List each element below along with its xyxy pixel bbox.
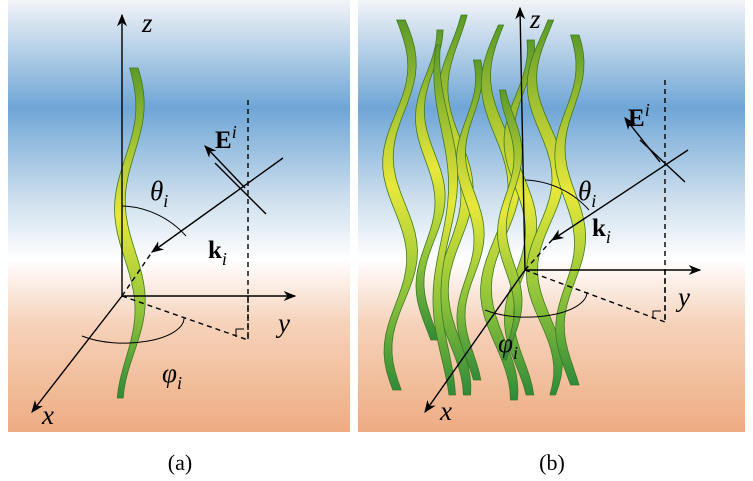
- figure: zyxEikiθiφi(a)zyxEikiθiφi(b): [0, 0, 753, 481]
- y-label-base: y: [675, 282, 690, 312]
- phi-label-base: φ: [162, 358, 177, 388]
- y-label: y: [275, 308, 290, 338]
- theta-label-sub: i: [163, 191, 168, 211]
- x-label: x: [41, 400, 54, 430]
- panel: [8, 0, 350, 432]
- wavevector-label-base: k: [208, 237, 222, 264]
- z-label-base: z: [141, 8, 153, 38]
- field-label-base: E: [215, 127, 232, 154]
- z-label-base: z: [529, 4, 541, 34]
- y-label-base: y: [275, 308, 290, 338]
- wavevector-label-base: k: [592, 215, 606, 242]
- z-label: z: [529, 4, 541, 34]
- x-label-base: x: [439, 396, 452, 426]
- panel-background: [8, 0, 350, 432]
- z-label: z: [141, 8, 153, 38]
- wavevector-label-sub: i: [222, 249, 227, 269]
- theta-label-base: θ: [150, 176, 163, 206]
- phi-label-sub: i: [513, 343, 518, 363]
- panel: [358, 0, 745, 432]
- phi-label-sub: i: [177, 373, 182, 393]
- phi-label-base: φ: [498, 328, 513, 358]
- field-label-base: E: [628, 105, 645, 132]
- y-label: y: [675, 282, 690, 312]
- field-label-sup: i: [232, 122, 237, 142]
- theta-label-base: θ: [578, 176, 591, 206]
- theta-label-sub: i: [591, 191, 596, 211]
- x-label-base: x: [41, 400, 54, 430]
- caption: (b): [539, 450, 565, 475]
- wavevector-label-sub: i: [606, 227, 611, 247]
- field-label-sup: i: [645, 100, 650, 120]
- caption: (a): [168, 450, 192, 475]
- x-label: x: [439, 396, 452, 426]
